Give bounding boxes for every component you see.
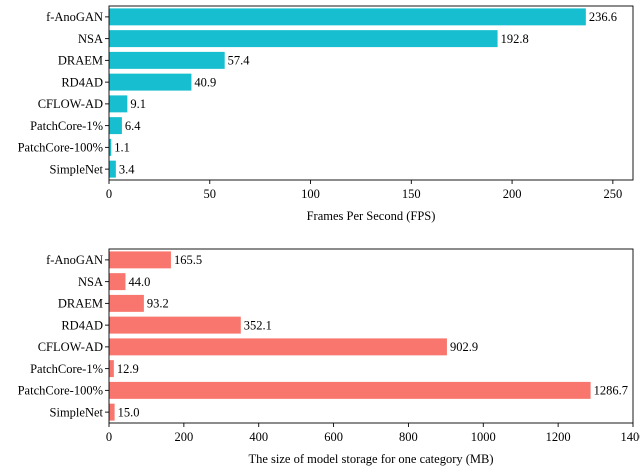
y-tick-label-1: f-AnoGAN bbox=[46, 253, 103, 267]
x-axis-title: Frames Per Second (FPS) bbox=[307, 209, 436, 223]
bar-value-label-8: 15.0 bbox=[118, 405, 140, 419]
plot-frame bbox=[108, 248, 634, 424]
x-tick-label-3: 400 bbox=[249, 430, 268, 444]
bar-2 bbox=[109, 30, 498, 48]
bar-value-label-5: 902.9 bbox=[450, 340, 478, 354]
x-tick-label-5: 800 bbox=[399, 430, 418, 444]
x-tick-label-2: 50 bbox=[204, 187, 217, 201]
bar-value-label-3: 93.2 bbox=[147, 297, 169, 311]
chart-panel-2: 165.5 f-AnoGAN 44.0 NSA 93.2 DRAEM 352.1 RD4AD 9… bbox=[18, 248, 640, 466]
y-tick-label-6: PatchCore-1% bbox=[30, 362, 103, 376]
bar-value-label-7: 1.1 bbox=[114, 141, 130, 155]
y-tick-label-8: SimpleNet bbox=[50, 405, 104, 419]
x-tick-label-4: 600 bbox=[324, 430, 343, 444]
x-tick-label-5: 200 bbox=[503, 187, 522, 201]
bar-7 bbox=[109, 381, 591, 399]
y-tick-label-5: CFLOW-AD bbox=[38, 97, 103, 111]
y-tick-label-7: PatchCore-100% bbox=[18, 141, 103, 155]
y-tick-label-5: CFLOW-AD bbox=[38, 340, 103, 354]
y-tick-label-8: SimpleNet bbox=[50, 162, 104, 176]
bar-8 bbox=[109, 160, 116, 178]
x-axis-title: The size of model storage for one catego… bbox=[248, 452, 493, 466]
y-tick-label-3: DRAEM bbox=[58, 297, 103, 311]
x-tick-label-1: 0 bbox=[106, 187, 112, 201]
chart-panel-1: 236.6 f-AnoGAN 192.8 NSA 57.4 DRAEM 40.9 RD4AD 9… bbox=[18, 5, 634, 223]
y-tick-label-1: f-AnoGAN bbox=[46, 10, 103, 24]
bar-4 bbox=[109, 73, 192, 91]
bar-1 bbox=[109, 251, 171, 269]
bar-value-label-3: 57.4 bbox=[228, 54, 251, 68]
x-tick-label-7: 1200 bbox=[546, 430, 571, 444]
x-tick-label-2: 200 bbox=[174, 430, 193, 444]
bar-5 bbox=[109, 338, 447, 356]
bar-3 bbox=[109, 51, 225, 69]
bar-8 bbox=[109, 403, 115, 421]
bar-4 bbox=[109, 316, 241, 334]
y-tick-label-4: RD4AD bbox=[61, 75, 103, 89]
bar-3 bbox=[109, 294, 144, 312]
bar-6 bbox=[109, 117, 122, 135]
x-tick-label-1: 0 bbox=[106, 430, 112, 444]
y-tick-label-7: PatchCore-100% bbox=[18, 384, 103, 398]
bar-value-label-2: 192.8 bbox=[501, 32, 529, 46]
bar-2 bbox=[109, 273, 126, 291]
x-tick-label-6: 1000 bbox=[471, 430, 496, 444]
bar-value-label-4: 40.9 bbox=[194, 75, 216, 89]
x-tick-label-8: 1400 bbox=[621, 430, 640, 444]
y-tick-label-6: PatchCore-1% bbox=[30, 119, 103, 133]
bar-value-label-6: 12.9 bbox=[117, 362, 139, 376]
bar-6 bbox=[109, 360, 114, 378]
x-tick-label-4: 150 bbox=[402, 187, 421, 201]
bar-value-label-5: 9.1 bbox=[130, 97, 146, 111]
bar-5 bbox=[109, 95, 128, 113]
bar-7 bbox=[109, 138, 112, 156]
y-tick-label-4: RD4AD bbox=[61, 318, 103, 332]
y-tick-label-2: NSA bbox=[78, 275, 103, 289]
bar-1 bbox=[109, 8, 586, 26]
bar-value-label-8: 3.4 bbox=[119, 162, 135, 176]
bar-value-label-6: 6.4 bbox=[125, 119, 141, 133]
plot-frame bbox=[108, 5, 634, 181]
x-tick-label-3: 100 bbox=[301, 187, 320, 201]
bar-value-label-4: 352.1 bbox=[244, 318, 272, 332]
bar-value-label-7: 1286.7 bbox=[594, 384, 628, 398]
y-tick-label-2: NSA bbox=[78, 32, 103, 46]
y-tick-label-3: DRAEM bbox=[58, 54, 103, 68]
x-tick-label-6: 250 bbox=[603, 187, 622, 201]
bar-value-label-2: 44.0 bbox=[128, 275, 150, 289]
bar-value-label-1: 165.5 bbox=[174, 253, 202, 267]
bar-value-label-1: 236.6 bbox=[589, 10, 617, 24]
